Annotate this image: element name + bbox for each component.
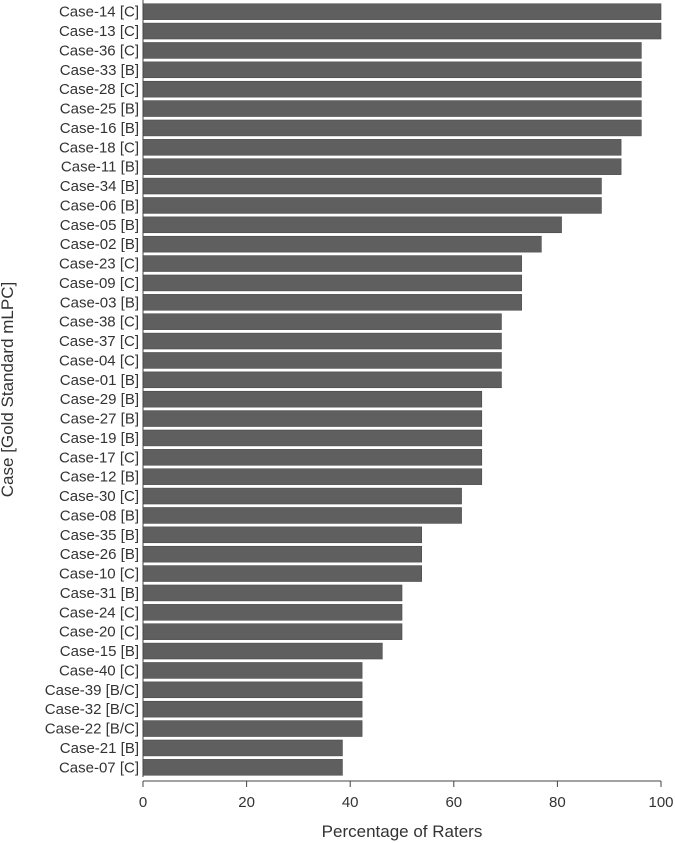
category-label: Case-34 [B] bbox=[60, 178, 139, 195]
bar bbox=[142, 545, 422, 563]
category-label: Case-27 [B] bbox=[60, 411, 139, 428]
category-label: Case-15 [B] bbox=[60, 643, 139, 660]
bar bbox=[142, 759, 343, 776]
bar bbox=[142, 642, 383, 660]
category-label: Case-05 [B] bbox=[60, 217, 139, 234]
category-label: Case-18 [C] bbox=[59, 139, 139, 156]
x-tick-label: 100 bbox=[648, 794, 673, 811]
category-label: Case-35 [B] bbox=[60, 527, 139, 544]
category-labels: Case-14 [C] Case-13 [C] Case-36 [C] Case-33… bbox=[45, 4, 139, 777]
category-label: Case-26 [B] bbox=[60, 546, 139, 563]
bar bbox=[142, 313, 502, 330]
bar bbox=[142, 526, 422, 544]
category-label: Case-38 [C] bbox=[59, 314, 139, 331]
category-label: Case-02 [B] bbox=[60, 236, 139, 253]
bar bbox=[142, 216, 562, 234]
bar bbox=[142, 100, 642, 117]
bar bbox=[142, 623, 403, 640]
category-label: Case-11 [B] bbox=[61, 159, 139, 176]
category-label: Case-03 [B] bbox=[60, 294, 139, 311]
bar bbox=[142, 604, 403, 621]
category-label: Case-37 [C] bbox=[59, 333, 139, 350]
category-label: Case-10 [C] bbox=[59, 566, 139, 583]
bar bbox=[142, 700, 363, 718]
category-label: Case-28 [C] bbox=[59, 81, 139, 98]
category-label: Case-04 [C] bbox=[59, 352, 139, 369]
bar bbox=[142, 487, 462, 505]
category-label: Case-16 [B] bbox=[60, 120, 139, 137]
bar bbox=[142, 197, 602, 214]
category-label: Case-06 [B] bbox=[60, 197, 139, 214]
bar bbox=[142, 42, 642, 59]
bar bbox=[142, 119, 642, 137]
bar bbox=[142, 371, 502, 389]
bar bbox=[142, 274, 522, 292]
x-tick-label: 0 bbox=[139, 794, 147, 811]
bar bbox=[142, 177, 602, 195]
category-label: Case-08 [B] bbox=[60, 507, 139, 524]
bar bbox=[142, 565, 422, 582]
bar bbox=[142, 255, 522, 272]
bar bbox=[142, 139, 622, 156]
bar bbox=[142, 3, 662, 20]
category-label: Case-13 [C] bbox=[59, 23, 139, 40]
bar bbox=[142, 662, 363, 679]
category-label: Case-32 [B/C] bbox=[45, 701, 139, 718]
bar bbox=[142, 429, 483, 447]
x-axis-ticks: 0 20 40 60 80 100 bbox=[139, 781, 674, 811]
category-label: Case-31 [B] bbox=[60, 585, 139, 602]
x-tick-label: 80 bbox=[549, 794, 566, 811]
bar bbox=[142, 390, 483, 408]
category-label: Case-22 [B/C] bbox=[45, 721, 139, 738]
category-label: Case-23 [C] bbox=[59, 256, 139, 273]
category-label: Case-29 [B] bbox=[60, 391, 139, 408]
x-tick-label: 40 bbox=[342, 794, 359, 811]
bar bbox=[142, 410, 483, 427]
category-label: Case-12 [B] bbox=[60, 469, 139, 486]
bar bbox=[142, 468, 483, 485]
bar bbox=[142, 332, 502, 350]
x-axis-title: Percentage of Raters bbox=[322, 822, 483, 841]
bar bbox=[142, 739, 343, 757]
bar bbox=[142, 158, 622, 175]
category-label: Case-20 [C] bbox=[59, 624, 139, 641]
bar bbox=[142, 720, 363, 737]
x-tick-label: 60 bbox=[445, 794, 462, 811]
category-label: Case-19 [B] bbox=[60, 430, 139, 447]
category-label: Case-01 [B] bbox=[60, 372, 139, 389]
bar bbox=[142, 681, 363, 699]
bar bbox=[142, 352, 502, 369]
category-label: Case-33 [B] bbox=[60, 62, 139, 79]
category-label: Case-14 [C] bbox=[59, 4, 139, 21]
bar bbox=[142, 80, 642, 98]
category-label: Case-40 [C] bbox=[59, 662, 139, 679]
category-label: Case-17 [C] bbox=[59, 449, 139, 466]
bars-layer bbox=[142, 3, 662, 776]
bar bbox=[142, 584, 403, 602]
bar bbox=[142, 61, 642, 79]
category-label: Case-21 [B] bbox=[60, 740, 139, 757]
y-axis-title: Case [Gold Standard mLPC] bbox=[0, 282, 17, 497]
category-label: Case-39 [B/C] bbox=[45, 682, 139, 699]
category-label: Case-30 [C] bbox=[59, 488, 139, 505]
bar bbox=[142, 449, 483, 466]
category-label: Case-36 [C] bbox=[59, 42, 139, 59]
category-label: Case-07 [C] bbox=[59, 759, 139, 776]
category-label: Case-24 [C] bbox=[59, 604, 139, 621]
bar bbox=[142, 294, 522, 311]
bar bbox=[142, 507, 462, 524]
bar bbox=[142, 22, 662, 40]
x-tick-label: 20 bbox=[238, 794, 255, 811]
category-label: Case-09 [C] bbox=[59, 275, 139, 292]
category-label: Case-25 [B] bbox=[60, 101, 139, 118]
bar bbox=[142, 235, 542, 253]
